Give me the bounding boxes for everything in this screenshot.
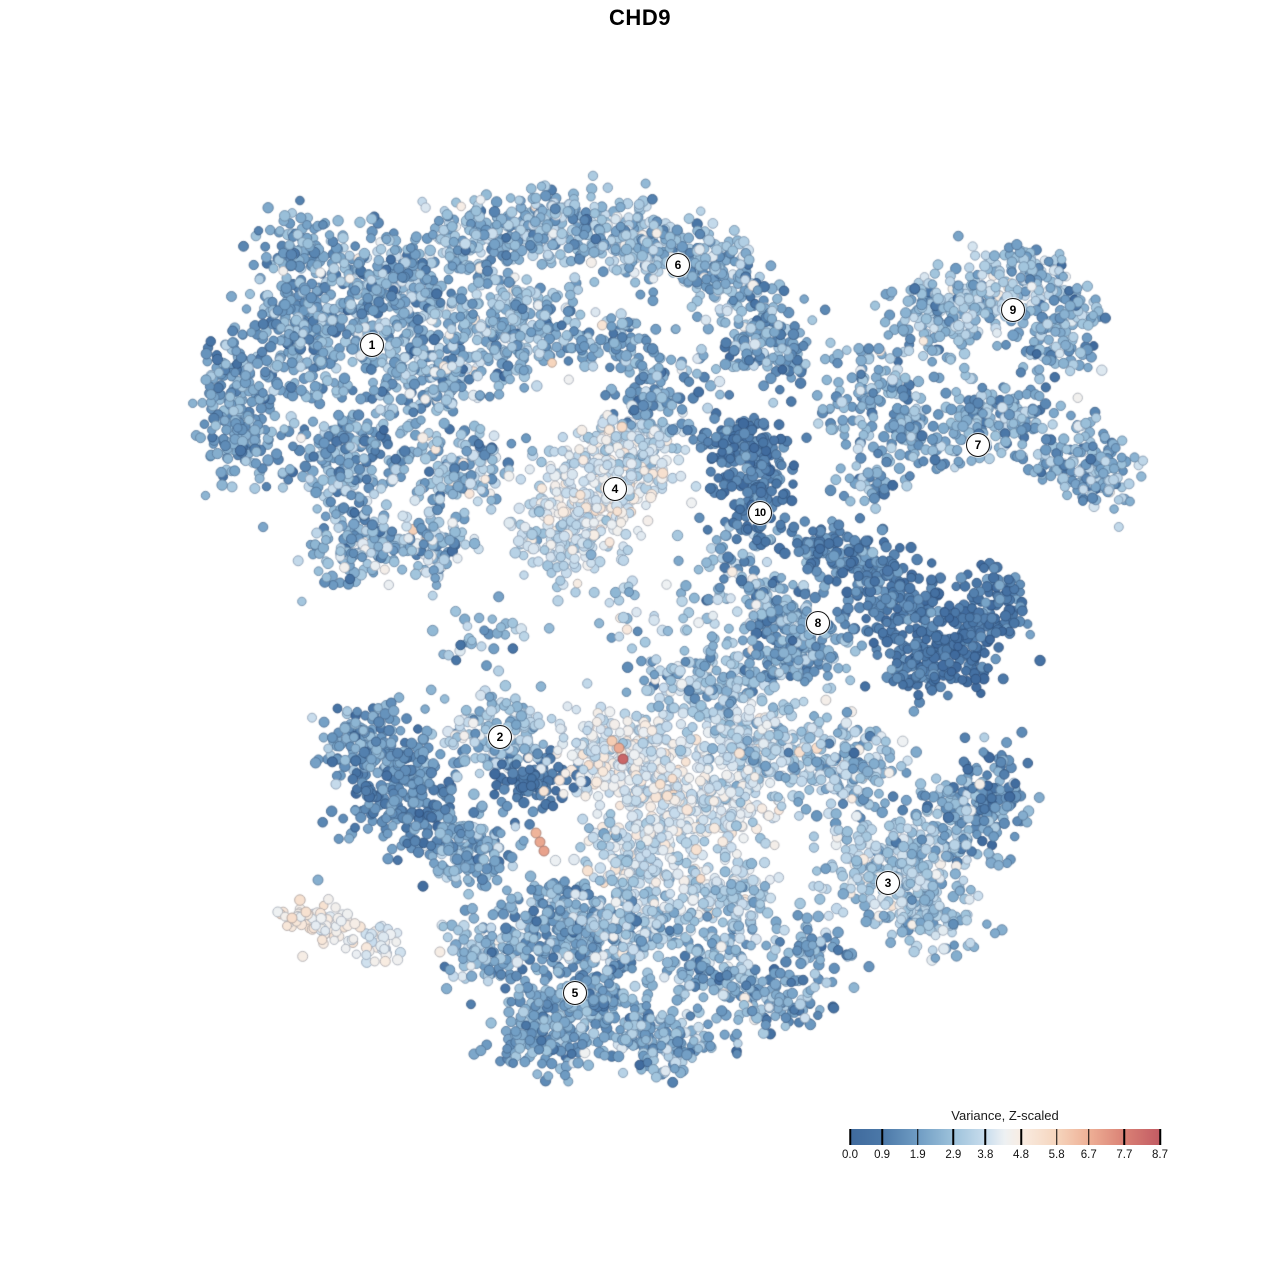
legend-title: Variance, Z-scaled xyxy=(951,1108,1059,1123)
cluster-label-2: 2 xyxy=(488,725,512,749)
legend: Variance, Z-scaled 0.0 0.9 1.9 2.9 3.8 4.8 5.8… xyxy=(840,1108,1170,1165)
legend-tick xyxy=(984,1129,987,1145)
legend-tick xyxy=(1055,1129,1058,1145)
legend-tick xyxy=(952,1129,955,1145)
legend-tick-labels: 0.0 0.9 1.9 2.9 3.8 4.8 5.8 6.7 7.7 8.7 xyxy=(842,1149,1168,1165)
legend-tick xyxy=(1020,1129,1022,1145)
legend-tick-label: 3.8 xyxy=(977,1149,994,1161)
cluster-label-5: 5 xyxy=(563,981,587,1005)
legend-tick-label: 1.9 xyxy=(909,1149,926,1161)
cluster-label-1: 1 xyxy=(360,333,384,357)
legend-tick-label: 0.0 xyxy=(842,1149,858,1161)
chart-title: CHD9 xyxy=(609,5,671,30)
cluster-label-4: 4 xyxy=(603,477,627,501)
cluster-label-7: 7 xyxy=(966,433,990,457)
cluster-label-10: 10 xyxy=(748,501,772,525)
legend-tick xyxy=(1087,1129,1090,1145)
cluster-label-8: 8 xyxy=(806,611,830,635)
legend-tick-label: 0.9 xyxy=(874,1149,891,1161)
cluster-label-3: 3 xyxy=(876,871,900,895)
legend-tick-label: 7.7 xyxy=(1116,1149,1133,1161)
cluster-label-9: 9 xyxy=(1001,298,1025,322)
legend-tick-label: 4.8 xyxy=(1013,1149,1030,1161)
legend-tick xyxy=(849,1129,851,1145)
legend-tick xyxy=(916,1129,919,1145)
legend-tick xyxy=(1159,1129,1161,1145)
legend-tick xyxy=(881,1129,883,1145)
legend-colorbar xyxy=(849,1129,1161,1145)
legend-tick-label: 8.7 xyxy=(1152,1149,1168,1161)
legend-tick-label: 2.9 xyxy=(945,1149,962,1161)
legend-tick-label: 5.8 xyxy=(1048,1149,1065,1161)
legend-tick-label: 6.7 xyxy=(1080,1149,1097,1161)
legend-tick xyxy=(1123,1129,1126,1145)
cluster-label-6: 6 xyxy=(666,253,690,277)
